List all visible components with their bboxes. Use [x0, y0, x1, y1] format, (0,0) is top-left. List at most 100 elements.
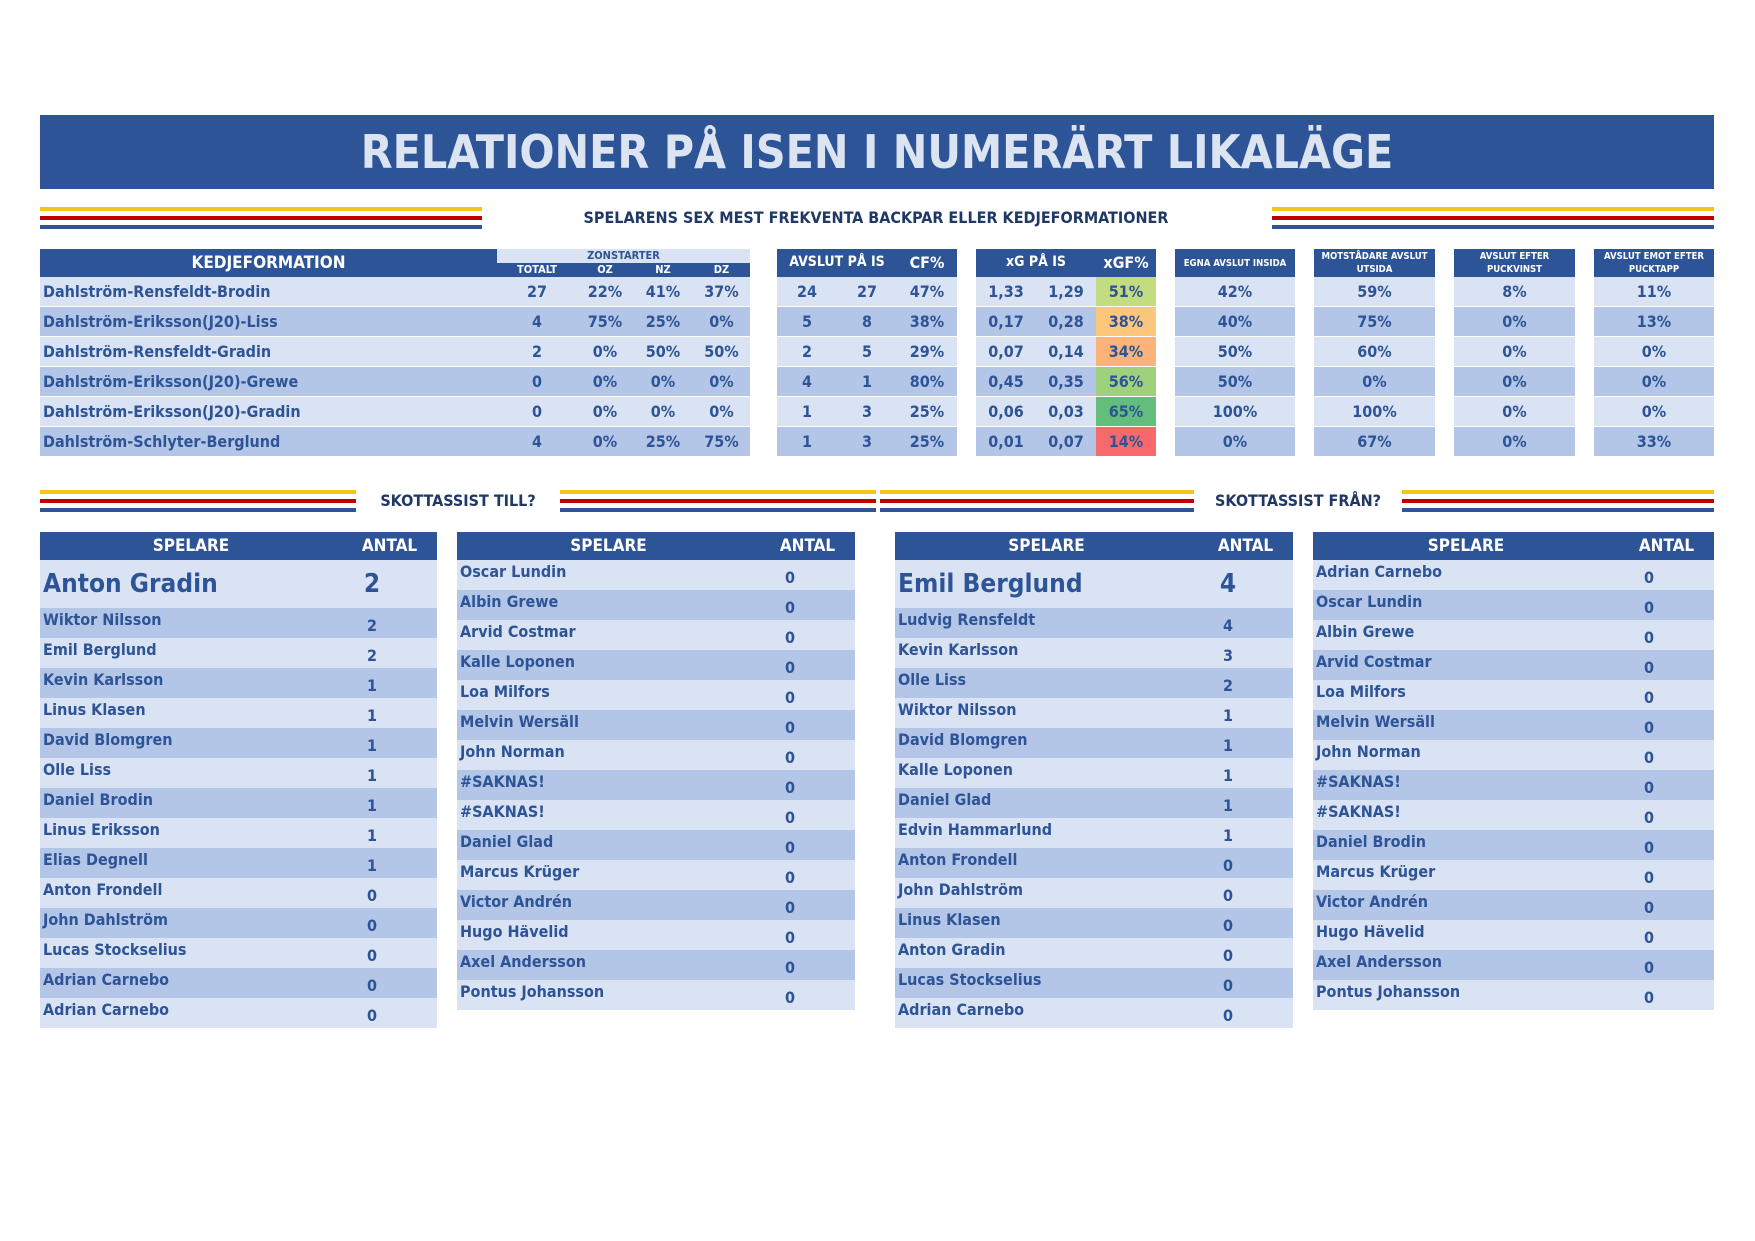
player-count: 0	[366, 886, 377, 905]
header-label: MOTSTÅDARE AVSLUT UTSIDA	[1321, 251, 1428, 275]
xg-for-value: 0,45	[988, 372, 1024, 391]
puckvinst-value: 0%	[1502, 402, 1527, 421]
totalt-value: 0	[531, 402, 542, 421]
col-antal: ANTAL	[779, 536, 836, 556]
dz-value: 0%	[709, 402, 734, 421]
xg-mot-value: 0,14	[1048, 342, 1084, 361]
col-antal: ANTAL	[1217, 536, 1274, 556]
player-name: #SAKNAS!	[1316, 802, 1401, 821]
player-count: 0	[784, 808, 795, 827]
list-item: Lucas Stockselius 0	[895, 968, 1293, 998]
puckvinst-value: 0%	[1502, 372, 1527, 391]
list-item: John Norman 0	[1313, 740, 1714, 770]
utsida-value: 100%	[1352, 402, 1397, 421]
list-item: Daniel Brodin 0	[1313, 830, 1714, 860]
player-count: 0	[784, 778, 795, 797]
utsida-value: 0%	[1362, 372, 1387, 391]
list-item: Daniel Glad 0	[457, 830, 855, 860]
list-item: Adrian Carnebo 0	[1313, 560, 1714, 590]
player-count: 0	[784, 958, 795, 977]
player-count: 0	[1643, 808, 1654, 827]
formation-name: Dahlström-Eriksson(J20)-Grewe	[43, 372, 299, 391]
player-name: John Dahlström	[43, 910, 169, 929]
formation-row: Dahlström-Rensfeldt-Brodin 27 22% 41% 37% 24 2…	[0, 277, 1755, 307]
totalt-value: 27	[526, 282, 548, 301]
player-count: 0	[1222, 916, 1233, 935]
utsida-value: 59%	[1357, 282, 1392, 301]
cf-value: 80%	[909, 372, 945, 391]
avslut-mot-value: 8	[861, 312, 872, 331]
row-bg	[1175, 427, 1295, 456]
list-item: David Blomgren 1	[895, 728, 1293, 758]
row-bg	[777, 397, 957, 426]
list-item: Linus Eriksson 1	[40, 818, 437, 848]
player-count: 0	[1643, 718, 1654, 737]
list-item: Ludvig Rensfeldt 4	[895, 608, 1293, 638]
player-name: Pontus Johansson	[1316, 982, 1461, 1001]
list-item: Albin Grewe 0	[457, 590, 855, 620]
player-count: 0	[784, 988, 795, 1007]
player-name: Anton Frondell	[43, 880, 163, 899]
list-header-fran-2: SPELARE ANTAL	[1313, 532, 1714, 560]
player-count: 2	[366, 646, 377, 665]
player-count: 4	[1219, 569, 1237, 599]
xg-for-value: 0,17	[988, 312, 1024, 331]
player-name: Daniel Glad	[460, 832, 554, 851]
player-name: John Dahlström	[898, 880, 1024, 899]
xgf-value: 65%	[1096, 397, 1156, 426]
player-name: Albin Grewe	[1316, 622, 1415, 641]
header-avslut-emot-efter-pucktapp: AVSLUT EMOT EFTER PUCKTAPP	[1594, 249, 1714, 277]
list-item: Edvin Hammarlund 1	[895, 818, 1293, 848]
pucktapp-value: 0%	[1641, 342, 1667, 361]
header-oz: OZ	[597, 263, 613, 276]
xg-for-value: 0,01	[988, 432, 1024, 451]
player-name: John Norman	[1316, 742, 1421, 761]
header-avslut: AVSLUT PÅ IS CF%	[777, 249, 957, 277]
row-bg	[1594, 367, 1714, 396]
row-bg	[1314, 307, 1435, 336]
insida-value: 0%	[1222, 432, 1248, 451]
player-count: 0	[1643, 958, 1654, 977]
totalt-value: 2	[531, 342, 542, 361]
player-count: 1	[366, 676, 377, 695]
xgf-value: 51%	[1096, 277, 1156, 306]
player-name: Oscar Lundin	[1316, 592, 1423, 611]
dz-value: 0%	[709, 372, 734, 391]
player-name: Melvin Wersäll	[1316, 712, 1435, 731]
player-name: Adrian Carnebo	[43, 1000, 170, 1019]
list-item: Emil Berglund 2	[40, 638, 437, 668]
assist-till-title: SKOTTASSIST TILL?	[380, 491, 536, 510]
decor-stripes	[880, 490, 1194, 512]
col-spelare: SPELARE	[570, 536, 647, 556]
formation-name: Dahlström-Schlyter-Berglund	[43, 432, 281, 451]
player-name: Ludvig Rensfeldt	[898, 610, 1036, 629]
list-item: Hugo Hävelid 0	[1313, 920, 1714, 950]
formation-name: Dahlström-Rensfeldt-Gradin	[43, 342, 272, 361]
list-item: Kevin Karlsson 3	[895, 638, 1293, 668]
player-name: Daniel Glad	[898, 790, 992, 809]
row-bg	[777, 367, 957, 396]
row-bg	[40, 307, 750, 336]
utsida-value: 67%	[1357, 432, 1392, 451]
nz-value: 25%	[645, 312, 681, 331]
player-name: Arvid Costmar	[1316, 652, 1432, 671]
player-name: Anton Frondell	[898, 850, 1018, 869]
avslut-mot-value: 3	[861, 432, 872, 451]
pucktapp-value: 33%	[1636, 432, 1672, 451]
row-bg	[1594, 277, 1714, 306]
cf-value: 38%	[909, 312, 945, 331]
player-name: Pontus Johansson	[460, 982, 605, 1001]
list-item: #SAKNAS! 0	[457, 770, 855, 800]
pucktapp-value: 13%	[1636, 312, 1672, 331]
player-name: Victor Andrén	[1316, 892, 1429, 911]
player-name: #SAKNAS!	[460, 802, 545, 821]
list-item: Melvin Wersäll 0	[1313, 710, 1714, 740]
xg-for-value: 0,06	[988, 402, 1024, 421]
player-name: David Blomgren	[43, 730, 173, 749]
player-name: Wiktor Nilsson	[43, 610, 162, 629]
player-name: #SAKNAS!	[1316, 772, 1401, 791]
player-name: #SAKNAS!	[460, 772, 545, 791]
player-count: 1	[1222, 796, 1233, 815]
player-name: Anton Gradin	[898, 940, 1006, 959]
player-count: 0	[1643, 568, 1654, 587]
